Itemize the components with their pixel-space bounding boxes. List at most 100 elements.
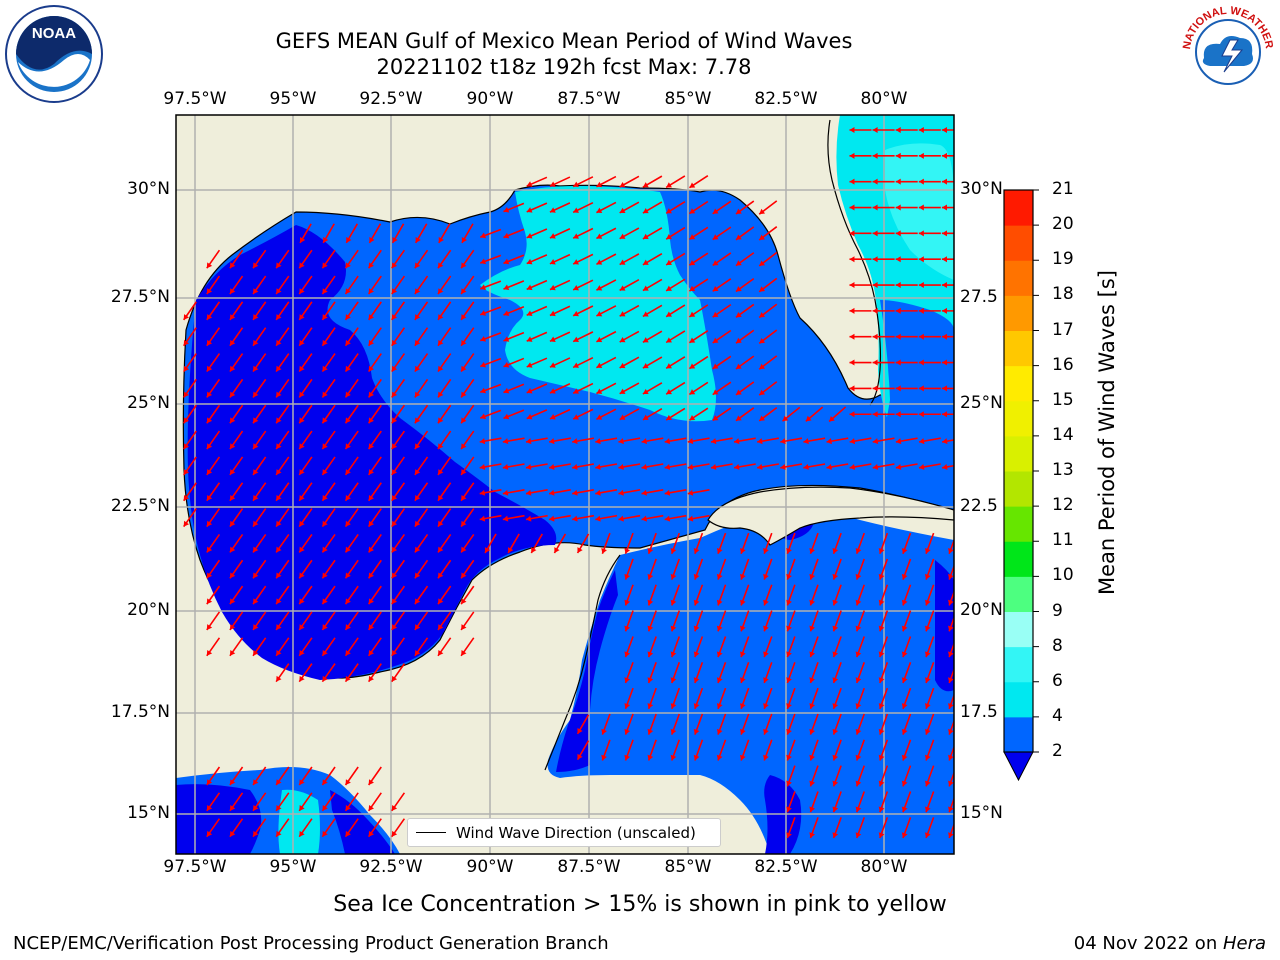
lon-tick-label: 85°W	[664, 857, 712, 877]
wave-direction-arrow	[693, 558, 704, 580]
wave-direction-arrow	[924, 610, 935, 632]
wave-direction-arrow	[460, 559, 475, 579]
wave-direction-arrow	[367, 456, 382, 476]
wave-direction-arrow	[832, 791, 842, 813]
wave-direction-arrow	[414, 353, 429, 373]
lat-tick-label: 20°N	[127, 600, 170, 620]
wave-direction-arrow	[918, 127, 941, 133]
wave-direction-arrow	[948, 641, 954, 658]
wave-direction-arrow	[918, 256, 941, 263]
colorbar-segment	[1004, 190, 1033, 226]
wave-direction-arrow	[414, 275, 429, 295]
wave-direction-arrow	[918, 411, 941, 418]
wave-direction-arrow	[479, 514, 502, 522]
footer-host: Hera	[1222, 933, 1266, 954]
wave-direction-arrow	[414, 430, 429, 450]
wave-direction-arrow	[391, 378, 406, 398]
wave-direction-arrow	[525, 489, 548, 496]
wave-direction-arrow	[479, 437, 502, 445]
wave-direction-arrow	[642, 407, 663, 421]
wave-direction-arrow	[878, 765, 889, 787]
lon-tick-label: 95°W	[269, 857, 317, 877]
lon-tick-label: 80°W	[860, 857, 908, 877]
wave-direction-arrow	[740, 662, 750, 684]
wave-direction-arrow	[549, 176, 571, 188]
wave-direction-arrow	[367, 275, 382, 295]
wave-direction-arrow	[183, 378, 197, 398]
wave-direction-arrow	[367, 508, 382, 528]
wave-direction-arrow	[229, 430, 244, 450]
wave-direction-arrow	[183, 482, 197, 502]
wave-direction-arrow	[414, 301, 429, 321]
lon-tick-label: 97.5°W	[163, 89, 227, 109]
wave-direction-arrow	[576, 533, 590, 554]
wave-direction-arrow	[918, 437, 941, 445]
wave-direction-arrow	[872, 385, 895, 392]
wave-direction-arrow	[895, 230, 918, 237]
wave-direction-arrow	[735, 200, 755, 215]
wave-direction-arrow	[298, 249, 313, 269]
wave-direction-arrow	[878, 662, 889, 684]
florida-coastline	[827, 119, 882, 406]
wave-direction-arrow	[252, 404, 267, 424]
wave-direction-arrow	[414, 482, 429, 502]
wave-direction-arrow	[275, 404, 290, 424]
wave-direction-arrow	[872, 333, 895, 340]
wave-direction-arrow	[275, 353, 290, 373]
wave-direction-arrow	[786, 739, 796, 761]
footer-date: 04 Nov 2022 on Hera	[1074, 933, 1266, 954]
wave-direction-arrow	[183, 456, 197, 476]
wave-direction-arrow	[553, 533, 567, 554]
wave-direction-arrow	[849, 127, 872, 133]
wave-direction-arrow	[321, 508, 336, 528]
wave-direction-arrow	[647, 636, 657, 658]
wave-direction-arrow	[901, 610, 912, 632]
wave-direction-arrow	[275, 456, 290, 476]
wave-direction-arrow	[391, 430, 406, 450]
wave-direction-arrow	[693, 610, 704, 632]
wave-direction-arrow	[437, 508, 452, 528]
wave-direction-arrow	[687, 463, 710, 470]
wave-direction-arrow	[924, 532, 935, 555]
wave-direction-arrow	[321, 482, 336, 502]
wave-direction-arrow	[664, 514, 687, 522]
wave-direction-arrow	[252, 301, 267, 321]
lon-tick-label: 80°W	[860, 89, 908, 109]
lat-tick-label: 15°N	[960, 803, 1003, 823]
wave-direction-arrow	[780, 463, 803, 470]
colorbar-tick-label: 6	[1052, 670, 1063, 691]
wave-direction-arrow	[321, 327, 336, 347]
wave-direction-arrow	[460, 275, 475, 295]
wave-direction-arrow	[344, 792, 359, 812]
wave-direction-arrow	[479, 463, 502, 470]
wave-direction-arrow	[688, 381, 709, 396]
wave-direction-arrow	[740, 558, 750, 580]
wave-direction-arrow	[298, 818, 313, 838]
wave-direction-arrow	[572, 305, 594, 317]
wave-direction-arrow	[826, 463, 849, 470]
wave-direction-arrow	[895, 282, 918, 289]
wave-direction-arrow	[786, 765, 796, 787]
wave-direction-arrow	[758, 329, 778, 345]
wave-direction-arrow	[391, 482, 406, 502]
wave-direction-arrow	[344, 818, 359, 838]
wave-direction-arrow	[183, 301, 197, 321]
wave-direction-arrow	[716, 532, 727, 555]
wave-direction-arrow	[619, 201, 640, 214]
wave-direction-arrow	[624, 687, 634, 710]
lat-tick-label: 30°N	[127, 179, 170, 199]
wave-direction-arrow	[918, 385, 941, 392]
colorbar-tick-label: 10	[1052, 565, 1074, 586]
wave-direction-arrow	[275, 792, 290, 812]
noaa-logo: NOAA	[4, 4, 104, 104]
wave-direction-arrow	[526, 409, 548, 420]
wave-direction-arrow	[298, 585, 313, 605]
wave-direction-arrow	[275, 663, 290, 683]
footer-date-text: 04 Nov 2022 on	[1073, 933, 1223, 954]
wave-direction-arrow	[619, 330, 640, 343]
wave-direction-arrow	[525, 514, 548, 522]
colorbar-segment	[1004, 435, 1033, 472]
wave-direction-arrow	[918, 152, 941, 159]
wave-direction-arrow	[809, 558, 819, 580]
wave-direction-arrow	[414, 611, 429, 631]
